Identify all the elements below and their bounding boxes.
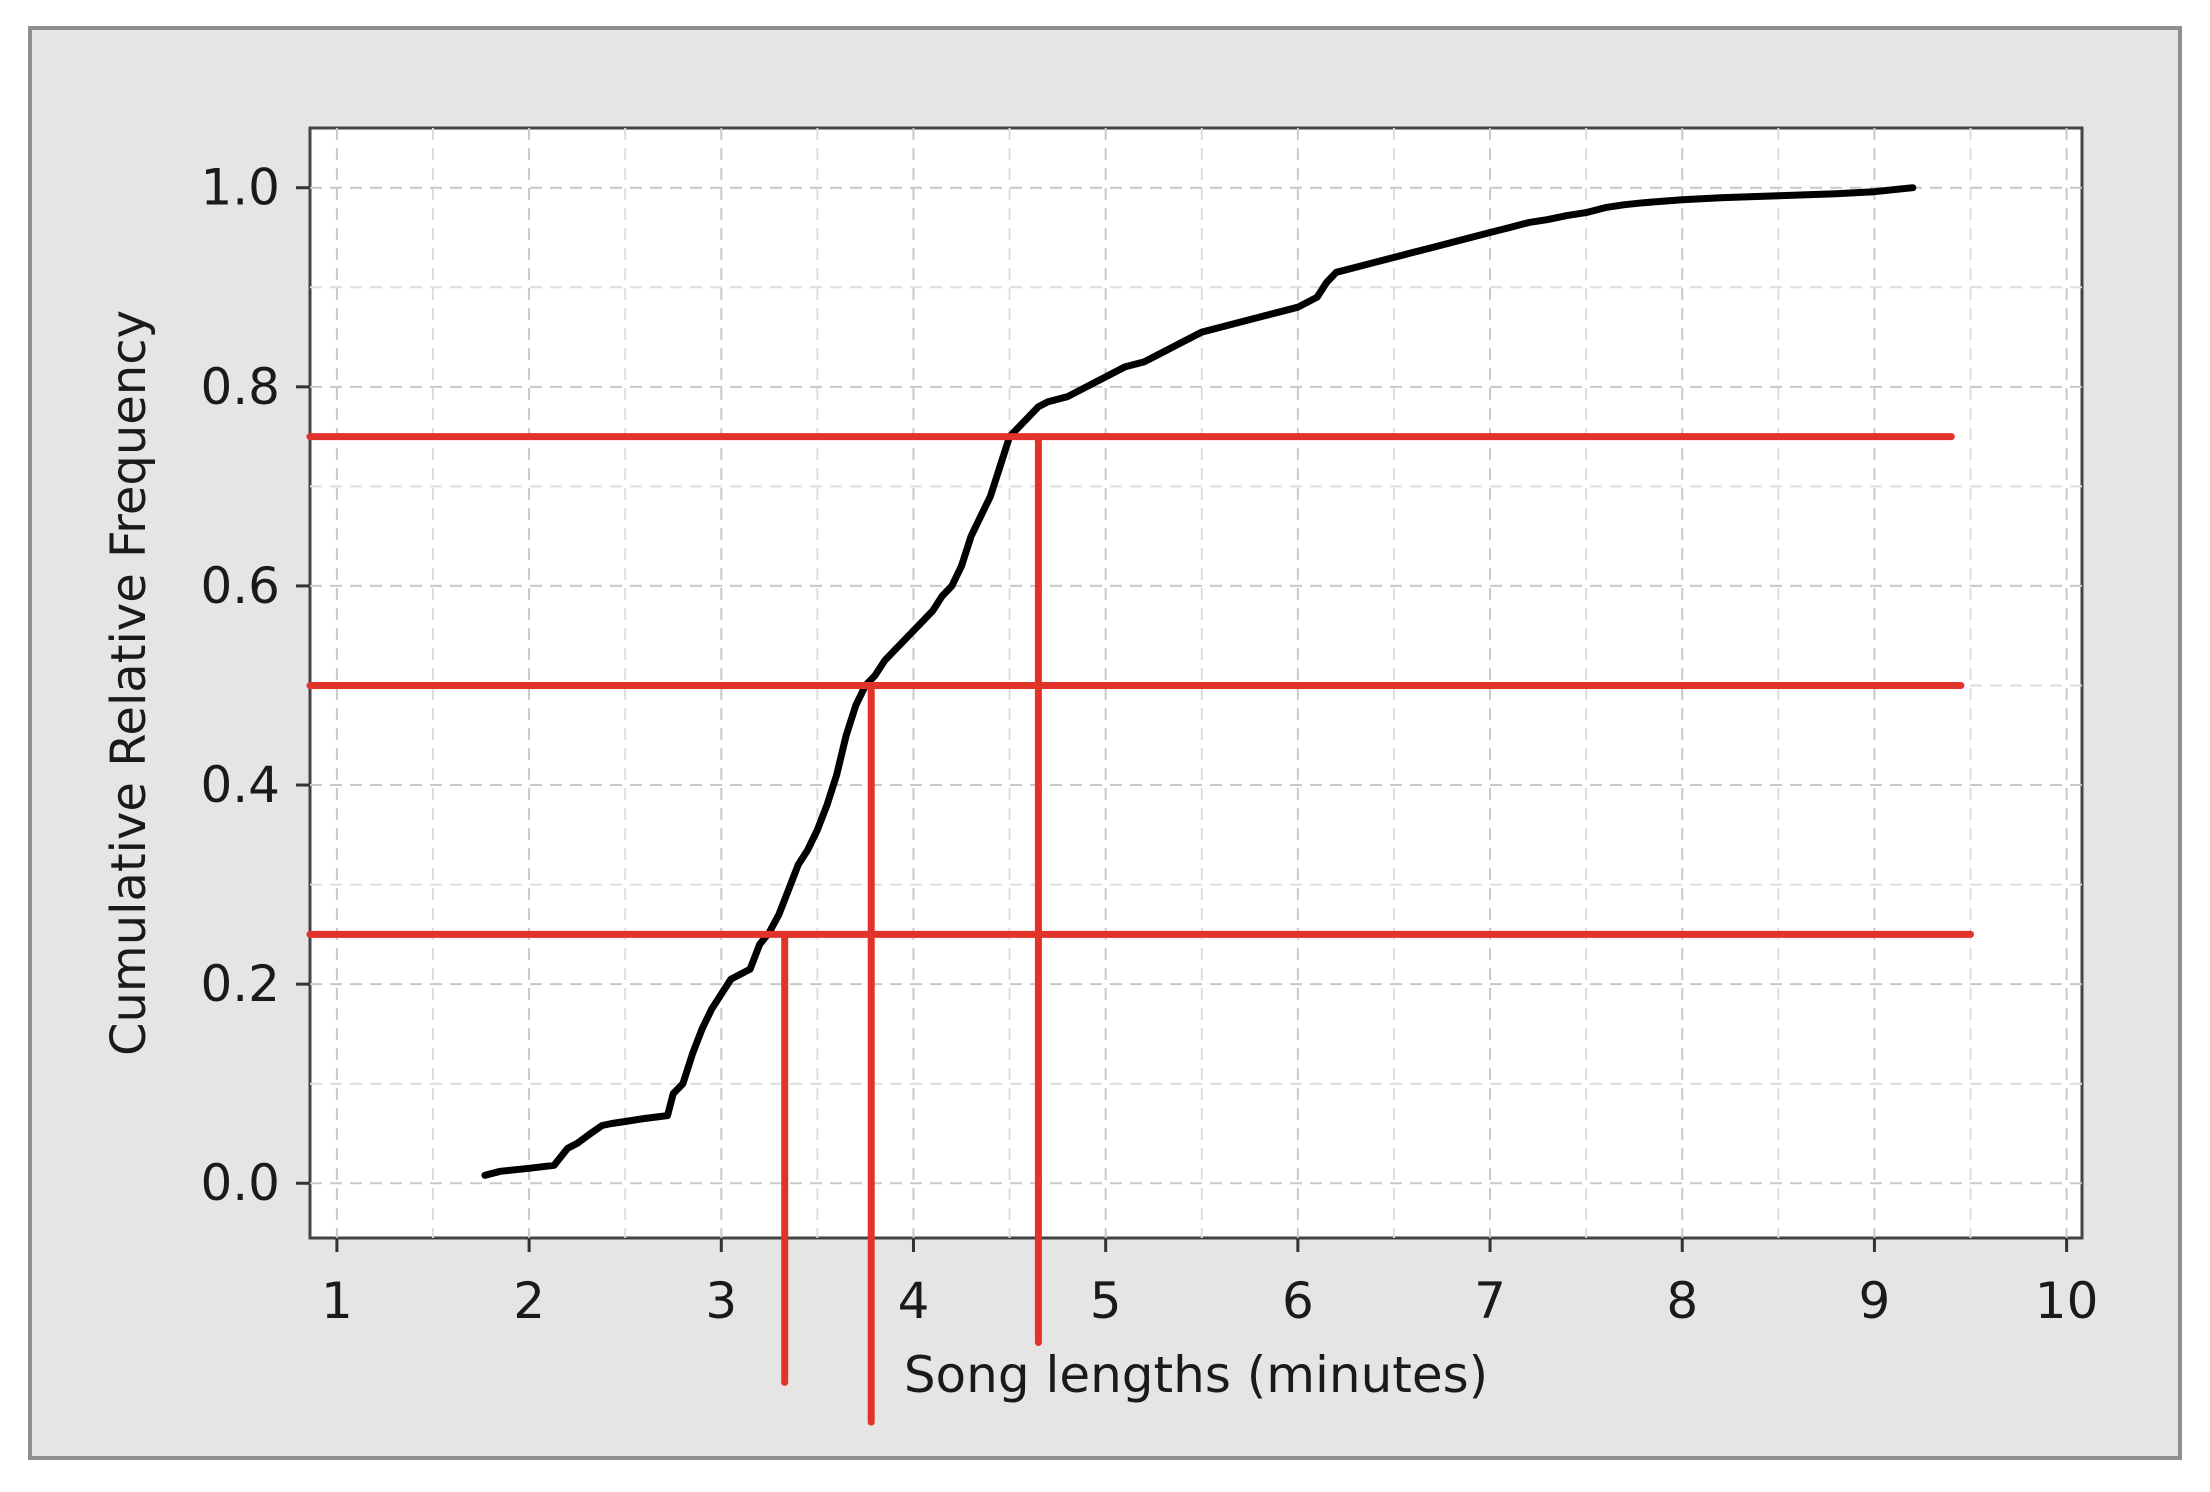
x-tick-label: 1 xyxy=(321,1272,353,1330)
y-tick-label: 0.6 xyxy=(200,557,280,615)
y-tick-label: 0.0 xyxy=(200,1154,280,1212)
x-tick-label: 6 xyxy=(1282,1272,1314,1330)
series-lines xyxy=(481,184,1917,1179)
y-axis-label: Cumulative Relative Frequency xyxy=(101,310,157,1056)
x-tick-label: 10 xyxy=(2035,1272,2099,1330)
y-tick-label: 0.2 xyxy=(200,955,280,1013)
series-line xyxy=(481,184,1917,1179)
x-tick-label: 3 xyxy=(705,1272,737,1330)
x-axis-label: Song lengths (minutes) xyxy=(904,1346,1488,1404)
x-tick-label: 8 xyxy=(1666,1272,1698,1330)
x-tick-label: 9 xyxy=(1859,1272,1891,1330)
y-tick-label: 1.0 xyxy=(200,159,280,217)
axis-ticks: 1 2 3 4 5 6 7 8 9 10 0.0 0.2 0.4 0.6 0.8 1.0 xyxy=(200,159,2098,1330)
x-tick-label: 4 xyxy=(898,1272,930,1330)
reference-lines xyxy=(306,433,1975,1426)
x-tick-label: 2 xyxy=(513,1272,545,1330)
x-tick-label: 5 xyxy=(1090,1272,1122,1330)
y-tick-label: 0.4 xyxy=(200,756,280,814)
x-tick-label: 7 xyxy=(1474,1272,1506,1330)
y-tick-label: 0.8 xyxy=(200,358,280,416)
